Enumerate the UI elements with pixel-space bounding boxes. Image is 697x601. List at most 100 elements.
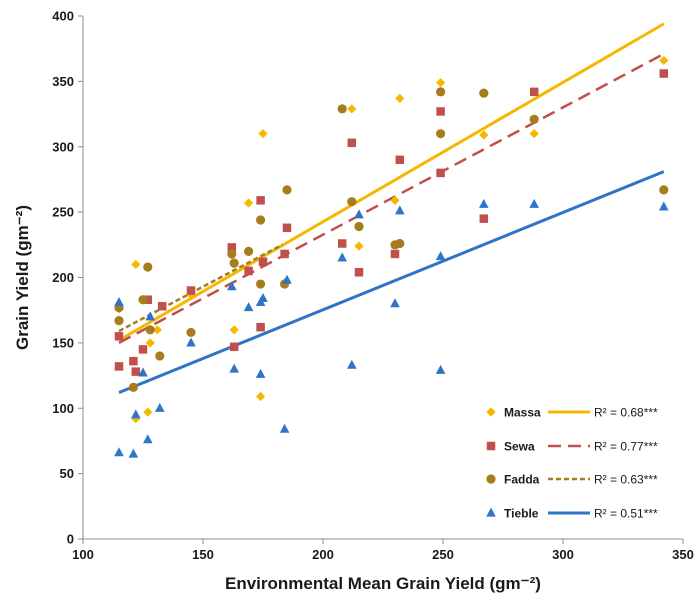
y-tick-label: 150 [52, 335, 74, 350]
sewa-point [479, 214, 489, 223]
tieble-legend-r2: R² = 0.51*** [594, 507, 658, 521]
fadda-point [659, 185, 669, 195]
fadda-point [282, 185, 292, 195]
y-tick-label: 0 [67, 532, 74, 547]
x-tick-label: 150 [192, 547, 214, 562]
tieble-point [529, 198, 539, 208]
axes: 0 50 100 150 200 250 300 350 400 100 150 200 250 300 3… [52, 9, 694, 563]
massa-legend-label: Massa [504, 406, 541, 420]
fadda-point [244, 246, 254, 256]
massa-legend-r2: R² = 0.68*** [594, 406, 658, 420]
tieble-point [479, 198, 489, 208]
fadda-point [256, 279, 266, 289]
tieble-point [354, 209, 364, 219]
y-tick-label: 100 [52, 401, 74, 416]
sewa-point [256, 322, 265, 332]
massa-point [347, 104, 357, 114]
tieble-point [138, 367, 148, 377]
tieble-point [337, 252, 347, 262]
massa-trendline [118, 22, 665, 342]
fadda-point [138, 295, 148, 305]
massa-point [244, 198, 254, 208]
x-tick-label: 300 [552, 547, 574, 562]
tieble-point [143, 434, 153, 444]
y-tick-label: 50 [60, 466, 74, 481]
tieble-point [114, 447, 124, 457]
fadda-point [114, 316, 124, 326]
tieble-point [390, 298, 400, 308]
x-axis-title: Environmental Mean Grain Yield (gm⁻²) [225, 574, 541, 593]
legend: Massa R² = 0.68*** Sewa R² = 0.77*** Fadda R²… [486, 406, 658, 521]
fadda-point [347, 197, 357, 207]
tieble-point [255, 368, 266, 378]
tieble-point [227, 281, 237, 291]
tieble-point [243, 302, 254, 312]
fadda-legend-r2: R² = 0.63*** [594, 473, 658, 487]
sewa-point [157, 302, 167, 311]
sewa-legend-marker [486, 441, 496, 451]
y-tick-label: 250 [52, 205, 74, 220]
tieble-point [279, 423, 290, 433]
fadda-point [337, 104, 347, 114]
tieble-trendline [118, 170, 665, 394]
fadda-point [143, 262, 153, 272]
massa-point [390, 195, 400, 205]
massa-point [479, 130, 489, 140]
y-tick-label: 350 [52, 74, 74, 89]
massa-point [145, 338, 155, 348]
fadda-trendline [118, 243, 283, 333]
fadda-point [436, 87, 446, 97]
sewa-point [227, 243, 237, 252]
tieble-point [435, 251, 446, 261]
tieble-point [282, 274, 292, 284]
sewa-point [280, 249, 289, 259]
massa-point [659, 55, 669, 66]
x-tick-label: 200 [312, 547, 334, 562]
x-tick-label: 100 [72, 547, 94, 562]
massa-point [131, 259, 141, 270]
tieble-point [347, 359, 357, 369]
fadda-point [229, 258, 239, 268]
sewa-point [114, 332, 124, 341]
tieble-point [659, 201, 669, 211]
massa-points [114, 55, 669, 424]
tieble-point [145, 311, 155, 321]
sewa-point [256, 196, 265, 205]
x-tick-label: 350 [672, 547, 694, 562]
fadda-point [395, 238, 405, 249]
massa-point [256, 391, 266, 402]
fadda-point [145, 325, 155, 335]
trendlines [118, 22, 665, 394]
massa-point [529, 129, 539, 139]
sewa-legend-r2: R² = 0.77*** [594, 440, 658, 454]
sewa-point [129, 356, 138, 366]
sewa-legend-label: Sewa [504, 440, 535, 454]
fadda-point [256, 215, 266, 225]
sewa-trendline [118, 52, 665, 344]
fadda-point [529, 114, 539, 124]
massa-point [152, 325, 162, 335]
tieble-legend-label: Tieble [504, 507, 539, 521]
tieble-point [186, 337, 196, 347]
tieble-point [435, 364, 446, 374]
data-points [114, 55, 669, 458]
massa-point [436, 78, 446, 88]
fadda-legend-marker [486, 474, 496, 484]
tieble-point [114, 296, 124, 306]
tieble-point [128, 448, 139, 458]
sewa-point [114, 362, 124, 371]
massa-point [354, 241, 364, 251]
sewa-point [131, 367, 141, 376]
y-tick-label: 400 [52, 9, 74, 24]
sewa-point [186, 286, 196, 295]
massa-point [229, 325, 239, 335]
tieble-legend-marker [486, 507, 496, 517]
sewa-point [659, 69, 669, 78]
fadda-point [155, 351, 165, 361]
fadda-point [227, 249, 237, 259]
y-tick-label: 300 [52, 139, 74, 154]
y-axis-title: Grain Yield (gm⁻²) [13, 205, 32, 350]
massa-point [258, 129, 268, 139]
fadda-point [186, 327, 196, 338]
